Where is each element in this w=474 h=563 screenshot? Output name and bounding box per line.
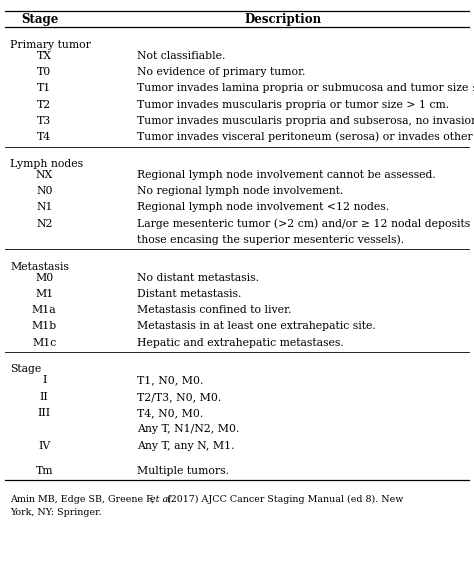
Text: M1c: M1c [32,338,56,348]
Text: M1b: M1b [32,321,57,332]
Text: M1: M1 [35,289,54,299]
Text: Stage: Stage [10,364,42,374]
Text: T4, N0, M0.: T4, N0, M0. [137,408,203,418]
Text: Tumor invades muscularis propria and subserosa, no invasion of serosa.: Tumor invades muscularis propria and sub… [137,116,474,126]
Text: II: II [40,392,49,402]
Text: York, NY: Springer.: York, NY: Springer. [10,508,102,517]
Text: T1, N0, M0.: T1, N0, M0. [137,376,203,386]
Text: (2017) AJCC Cancer Staging Manual (ed 8). New: (2017) AJCC Cancer Staging Manual (ed 8)… [164,495,403,504]
Text: Amin MB, Edge SB, Greene F,: Amin MB, Edge SB, Greene F, [10,495,157,504]
Text: Regional lymph node involvement cannot be assessed.: Regional lymph node involvement cannot b… [137,170,436,180]
Text: Tumor invades visceral peritoneum (serosa) or invades other organs.: Tumor invades visceral peritoneum (seros… [137,132,474,142]
Text: Metastasis: Metastasis [10,262,69,271]
Text: M0: M0 [35,272,54,283]
Text: TX: TX [36,51,52,61]
Text: T2/T3, N0, M0.: T2/T3, N0, M0. [137,392,221,402]
Text: No evidence of primary tumor.: No evidence of primary tumor. [137,67,306,77]
Text: et al.: et al. [150,495,174,504]
Text: I: I [42,376,46,386]
Text: Metastasis in at least one extrahepatic site.: Metastasis in at least one extrahepatic … [137,321,376,332]
Text: Metastasis confined to liver.: Metastasis confined to liver. [137,305,292,315]
Text: those encasing the superior mesenteric vessels).: those encasing the superior mesenteric v… [137,235,404,245]
Text: NX: NX [36,170,53,180]
Text: No regional lymph node involvement.: No regional lymph node involvement. [137,186,344,196]
Text: Description: Description [245,13,322,26]
Text: Lymph nodes: Lymph nodes [10,159,83,169]
Text: IV: IV [38,441,50,450]
Text: N1: N1 [36,202,53,212]
Text: Tumor invades muscularis propria or tumor size > 1 cm.: Tumor invades muscularis propria or tumo… [137,100,449,110]
Text: N0: N0 [36,186,53,196]
Text: Tm: Tm [36,466,53,476]
Text: T1: T1 [37,83,51,93]
Text: No distant metastasis.: No distant metastasis. [137,272,259,283]
Text: Multiple tumors.: Multiple tumors. [137,466,229,476]
Text: Large mesenteric tumor (>2 cm) and/or ≥ 12 nodal deposits (especially: Large mesenteric tumor (>2 cm) and/or ≥ … [137,218,474,229]
Text: Tumor invades lamina propria or submucosa and tumor size ≤ 1 cm.: Tumor invades lamina propria or submucos… [137,83,474,93]
Text: T0: T0 [37,67,51,77]
Text: Regional lymph node involvement <12 nodes.: Regional lymph node involvement <12 node… [137,202,389,212]
Text: M1a: M1a [32,305,56,315]
Text: III: III [37,408,51,418]
Text: Stage: Stage [21,13,58,26]
Text: N2: N2 [36,218,53,229]
Text: T4: T4 [37,132,51,142]
Text: Not classifiable.: Not classifiable. [137,51,226,61]
Text: Any T, N1/N2, M0.: Any T, N1/N2, M0. [137,425,239,434]
Text: T2: T2 [37,100,51,110]
Text: Hepatic and extrahepatic metastases.: Hepatic and extrahepatic metastases. [137,338,344,348]
Text: Distant metastasis.: Distant metastasis. [137,289,242,299]
Text: Any T, any N, M1.: Any T, any N, M1. [137,441,235,450]
Text: T3: T3 [37,116,51,126]
Text: Primary tumor: Primary tumor [10,39,91,50]
